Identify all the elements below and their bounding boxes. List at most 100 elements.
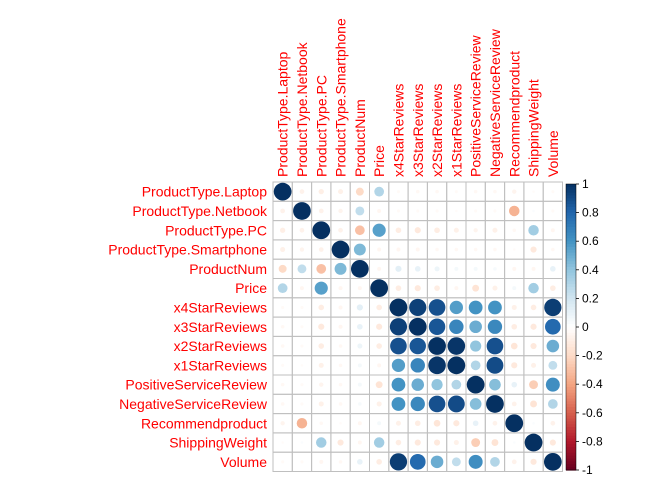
legend-color-segment xyxy=(566,347,576,351)
legend-color-segment xyxy=(566,206,576,211)
correlation-circle xyxy=(300,383,304,387)
correlation-circle xyxy=(435,189,439,194)
correlation-circle xyxy=(512,286,517,291)
correlation-circle xyxy=(511,323,518,330)
correlation-circle xyxy=(434,227,440,234)
correlation-circle xyxy=(339,421,342,425)
correlation-circle xyxy=(409,454,426,470)
legend-color-segment xyxy=(566,395,576,400)
legend-tick-label: -1 xyxy=(582,463,593,477)
correlation-circle xyxy=(338,363,343,368)
correlation-circle xyxy=(473,247,478,252)
correlation-circle xyxy=(512,441,516,444)
legend-color-segment xyxy=(566,249,576,254)
correlation-circle xyxy=(453,420,460,427)
correlation-circle xyxy=(511,381,518,388)
legend-color-segment xyxy=(566,364,576,368)
correlation-circle xyxy=(280,324,285,329)
correlation-circle xyxy=(453,440,459,446)
correlation-circle xyxy=(490,456,500,467)
legend-color-segment xyxy=(566,335,576,340)
correlation-circle xyxy=(356,304,363,311)
correlation-circle xyxy=(353,243,366,256)
correlation-circle xyxy=(532,209,535,213)
correlation-circle xyxy=(357,323,363,330)
legend-tick-label: 0.4 xyxy=(582,263,599,277)
correlation-circle xyxy=(312,221,331,240)
correlation-circle xyxy=(334,262,347,275)
correlation-circle xyxy=(389,453,408,471)
legend-color-segment xyxy=(566,281,576,285)
column-label: ProductType.Netbook xyxy=(294,41,310,177)
correlation-circle xyxy=(550,228,555,233)
legend-color-segment xyxy=(566,344,576,348)
correlation-circle xyxy=(551,209,555,213)
legend-color-segment xyxy=(566,221,576,225)
legend-color-segment xyxy=(566,192,576,197)
correlation-circle xyxy=(319,459,324,464)
correlation-circle xyxy=(531,362,537,368)
correlation-circle xyxy=(433,439,441,446)
correlation-circle xyxy=(357,440,362,445)
row-label: Recommendproduct xyxy=(141,415,267,431)
legend-color-segment xyxy=(566,341,576,345)
legend-color-segment xyxy=(566,435,576,440)
correlation-circle xyxy=(357,421,362,426)
correlation-circle xyxy=(487,319,503,334)
correlation-circle xyxy=(409,298,427,317)
legend-color-segment xyxy=(566,358,576,362)
correlation-circle xyxy=(512,248,516,251)
legend-color-segment xyxy=(566,389,576,394)
correlation-circle xyxy=(300,325,304,329)
column-label: Price xyxy=(371,145,387,177)
legend-color-segment xyxy=(566,295,576,299)
correlation-circle xyxy=(357,363,362,368)
legend-color-segment xyxy=(566,324,576,328)
legend-color-segment xyxy=(566,449,576,454)
legend-color-segment xyxy=(566,392,576,397)
correlation-circle xyxy=(377,208,382,213)
legend-color-segment xyxy=(566,266,576,271)
correlation-circle xyxy=(316,263,327,274)
correlation-circle xyxy=(493,189,497,194)
correlation-circle xyxy=(430,455,444,469)
correlation-circle xyxy=(505,414,524,433)
correlation-circle xyxy=(370,279,389,298)
column-label: NegativeServiceReview xyxy=(487,28,503,177)
correlation-circle xyxy=(511,304,517,310)
correlation-circle xyxy=(281,441,284,444)
legend-color-segment xyxy=(566,444,576,448)
legend-color-segment xyxy=(566,315,576,320)
legend-color-segment xyxy=(566,387,576,391)
correlation-circle xyxy=(280,344,285,348)
correlation-circle xyxy=(338,208,343,214)
legend-color-segment xyxy=(566,224,576,228)
legend-tick-label: 0.8 xyxy=(582,206,599,220)
legend-color-segment xyxy=(566,246,576,251)
correlation-circle xyxy=(489,378,501,391)
correlation-circle xyxy=(447,395,465,413)
correlation-circle xyxy=(391,397,406,411)
correlation-circle xyxy=(551,247,555,252)
legend-color-segment xyxy=(566,327,576,331)
legend-color-segment xyxy=(566,404,576,408)
correlation-circle xyxy=(486,337,504,355)
legend-color-segment xyxy=(566,455,576,460)
row-label: x3StarReviews xyxy=(174,319,267,335)
correlation-circle xyxy=(468,300,483,315)
legend-color-segment xyxy=(566,286,576,291)
correlation-circle xyxy=(532,190,535,193)
row-label: PositiveServiceReview xyxy=(125,377,267,393)
correlation-circle xyxy=(486,356,504,374)
correlation-circle xyxy=(492,285,498,291)
correlation-circle xyxy=(449,319,464,334)
correlation-circle xyxy=(486,395,504,413)
legend-color-segment xyxy=(566,195,576,199)
correlation-circle xyxy=(338,305,343,310)
column-label: x2StarReviews xyxy=(429,84,445,177)
correlation-circle xyxy=(512,228,517,233)
correlation-grid xyxy=(272,181,564,473)
row-label: ShippingWeight xyxy=(169,435,267,451)
correlation-circle xyxy=(532,421,535,425)
correlation-circle xyxy=(549,439,556,446)
